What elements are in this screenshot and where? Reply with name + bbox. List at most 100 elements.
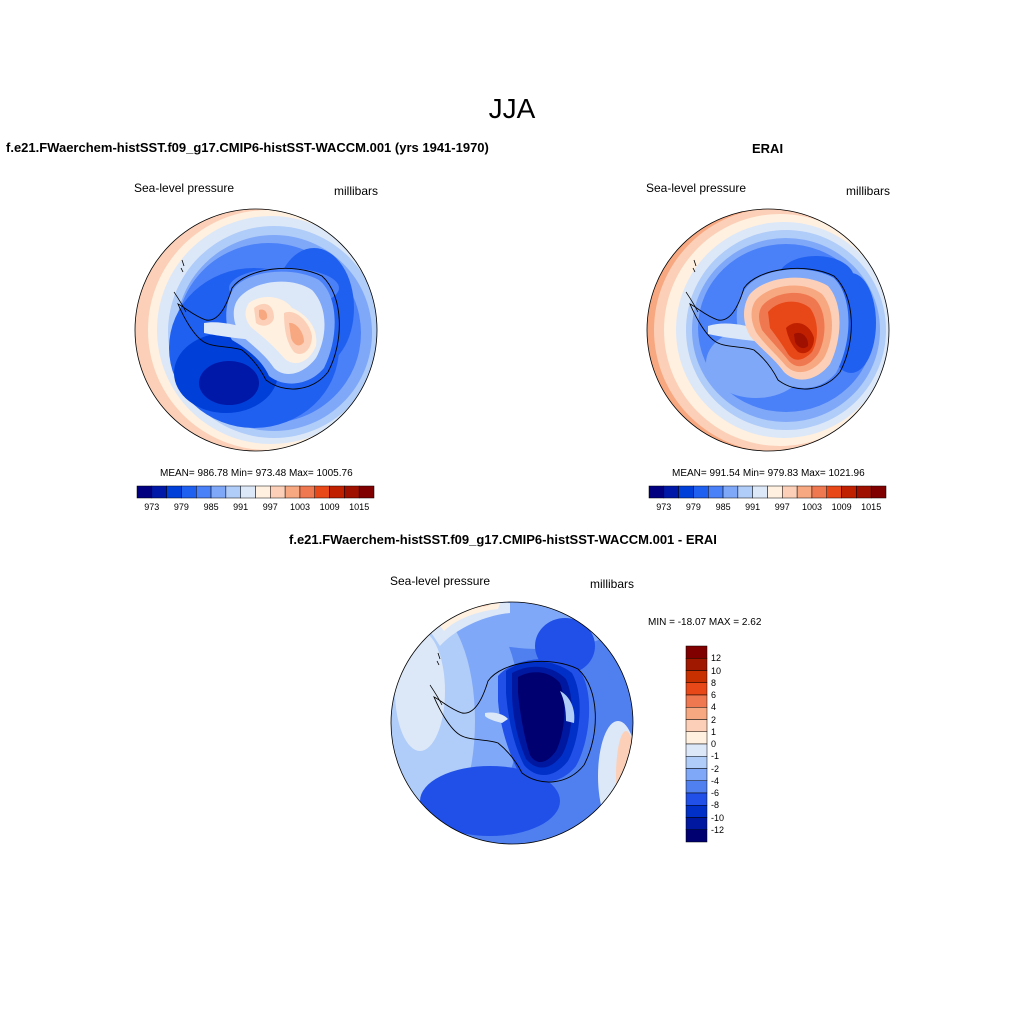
obs-colorbar [648, 485, 887, 499]
colorbar-tick: 1003 [801, 502, 823, 512]
colorbar-swatch [255, 485, 271, 499]
colorbar-swatch [767, 485, 783, 499]
colorbar-swatch [826, 485, 842, 499]
colorbar-tick: -1 [711, 751, 720, 762]
colorbar-swatch [685, 719, 708, 732]
colorbar-swatch [299, 485, 315, 499]
model-stats: MEAN= 986.78 Min= 973.48 Max= 1005.76 [160, 468, 353, 479]
colorbar-tick: 979 [173, 502, 189, 512]
model-polar-map [134, 208, 378, 452]
colorbar-swatch [685, 792, 708, 806]
colorbar-swatch [685, 829, 708, 843]
model-units-label: millibars [334, 184, 379, 198]
model-panel-title: f.e21.FWaerchem-histSST.f09_g17.CMIP6-hi… [6, 140, 489, 155]
colorbar-tick: 1009 [319, 502, 340, 512]
diff-colorbar-ticks: 12 10 8 6 4 2 1 0 -1 -2 -4 -6 -8 -10 -12 [711, 646, 751, 842]
colorbar-swatch [870, 485, 887, 499]
diff-panel-title: f.e21.FWaerchem-histSST.f09_g17.CMIP6-hi… [289, 532, 717, 547]
colorbar-swatch [151, 485, 167, 499]
obs-panel-title: ERAI [752, 141, 784, 156]
colorbar-swatch [722, 485, 739, 499]
colorbar-tick: 2 [711, 714, 717, 725]
colorbar-tick: -4 [711, 775, 720, 786]
colorbar-swatch [136, 485, 153, 499]
colorbar-swatch [648, 485, 665, 499]
colorbar-swatch [685, 805, 708, 818]
colorbar-swatch [693, 485, 709, 499]
model-colorbar [136, 485, 375, 499]
colorbar-swatch [314, 485, 330, 499]
colorbar-swatch [225, 485, 241, 499]
colorbar-swatch [663, 485, 679, 499]
colorbar-swatch [856, 485, 872, 499]
colorbar-swatch [166, 485, 182, 499]
colorbar-swatch [685, 743, 708, 757]
colorbar-swatch [685, 731, 708, 745]
diff-units-label: millibars [590, 577, 635, 591]
colorbar-swatch [344, 485, 360, 499]
diff-stats: MIN = -18.07 MAX = 2.62 [648, 617, 762, 628]
colorbar-swatch [685, 694, 708, 708]
colorbar-tick: 1003 [289, 502, 311, 512]
obs-variable-label: Sea-level pressure [646, 181, 747, 195]
colorbar-swatch [685, 707, 708, 720]
colorbar-swatch [240, 485, 256, 499]
colorbar-swatch [685, 756, 708, 769]
colorbar-swatch [358, 485, 375, 499]
colorbar-tick: 6 [711, 690, 717, 700]
colorbar-tick: -12 [711, 824, 725, 835]
colorbar-tick: 12 [711, 653, 722, 664]
colorbar-swatch [284, 485, 301, 499]
colorbar-swatch [811, 485, 827, 499]
colorbar-swatch [181, 485, 197, 499]
colorbar-tick: 997 [262, 502, 278, 512]
colorbar-tick: 973 [656, 502, 672, 512]
colorbar-tick: -6 [711, 788, 720, 798]
colorbar-swatch [678, 485, 694, 499]
colorbar-swatch [737, 485, 753, 499]
colorbar-tick: 1009 [831, 502, 852, 512]
colorbar-swatch [685, 780, 708, 794]
colorbar-tick: 991 [745, 502, 761, 512]
colorbar-tick: 997 [774, 502, 790, 512]
colorbar-swatch [841, 485, 857, 499]
colorbar-tick: -10 [711, 812, 725, 823]
obs-units-label: millibars [846, 184, 891, 198]
colorbar-swatch [752, 485, 768, 499]
colorbar-tick: 991 [233, 502, 249, 512]
colorbar-tick: 973 [144, 502, 160, 512]
colorbar-tick: 985 [203, 502, 219, 512]
colorbar-tick: 1 [711, 726, 717, 737]
colorbar-swatch [685, 645, 708, 659]
colorbar-tick: 1015 [349, 502, 370, 512]
obs-stats: MEAN= 991.54 Min= 979.83 Max= 1021.96 [672, 468, 865, 479]
colorbar-swatch [270, 485, 286, 499]
colorbar-tick: 8 [711, 677, 717, 688]
colorbar-tick: 4 [711, 702, 717, 713]
colorbar-tick: 979 [685, 502, 701, 512]
diff-polar-map [390, 601, 634, 845]
diff-colorbar [685, 645, 708, 843]
colorbar-swatch [685, 768, 708, 781]
colorbar-swatch [796, 485, 813, 499]
season-title: JJA [488, 93, 536, 124]
colorbar-tick: 0 [711, 739, 717, 749]
colorbar-tick: 985 [715, 502, 731, 512]
colorbar-swatch [196, 485, 212, 499]
colorbar-tick: -2 [711, 763, 720, 774]
colorbar-swatch [685, 817, 708, 830]
obs-polar-map [646, 208, 890, 452]
diff-variable-label: Sea-level pressure [390, 574, 491, 588]
colorbar-swatch [685, 682, 708, 696]
model-colorbar-ticks: 973 979 985 991 997 1003 1009 1015 [137, 502, 374, 514]
colorbar-tick: -8 [711, 800, 720, 811]
colorbar-tick: 10 [711, 665, 722, 676]
colorbar-swatch [782, 485, 798, 499]
colorbar-swatch [685, 658, 708, 671]
colorbar-swatch [708, 485, 724, 499]
colorbar-swatch [210, 485, 227, 499]
colorbar-swatch [329, 485, 345, 499]
colorbar-tick: 1015 [861, 502, 882, 512]
colorbar-swatch [685, 670, 708, 683]
obs-colorbar-ticks: 973 979 985 991 997 1003 1009 1015 [649, 502, 886, 514]
